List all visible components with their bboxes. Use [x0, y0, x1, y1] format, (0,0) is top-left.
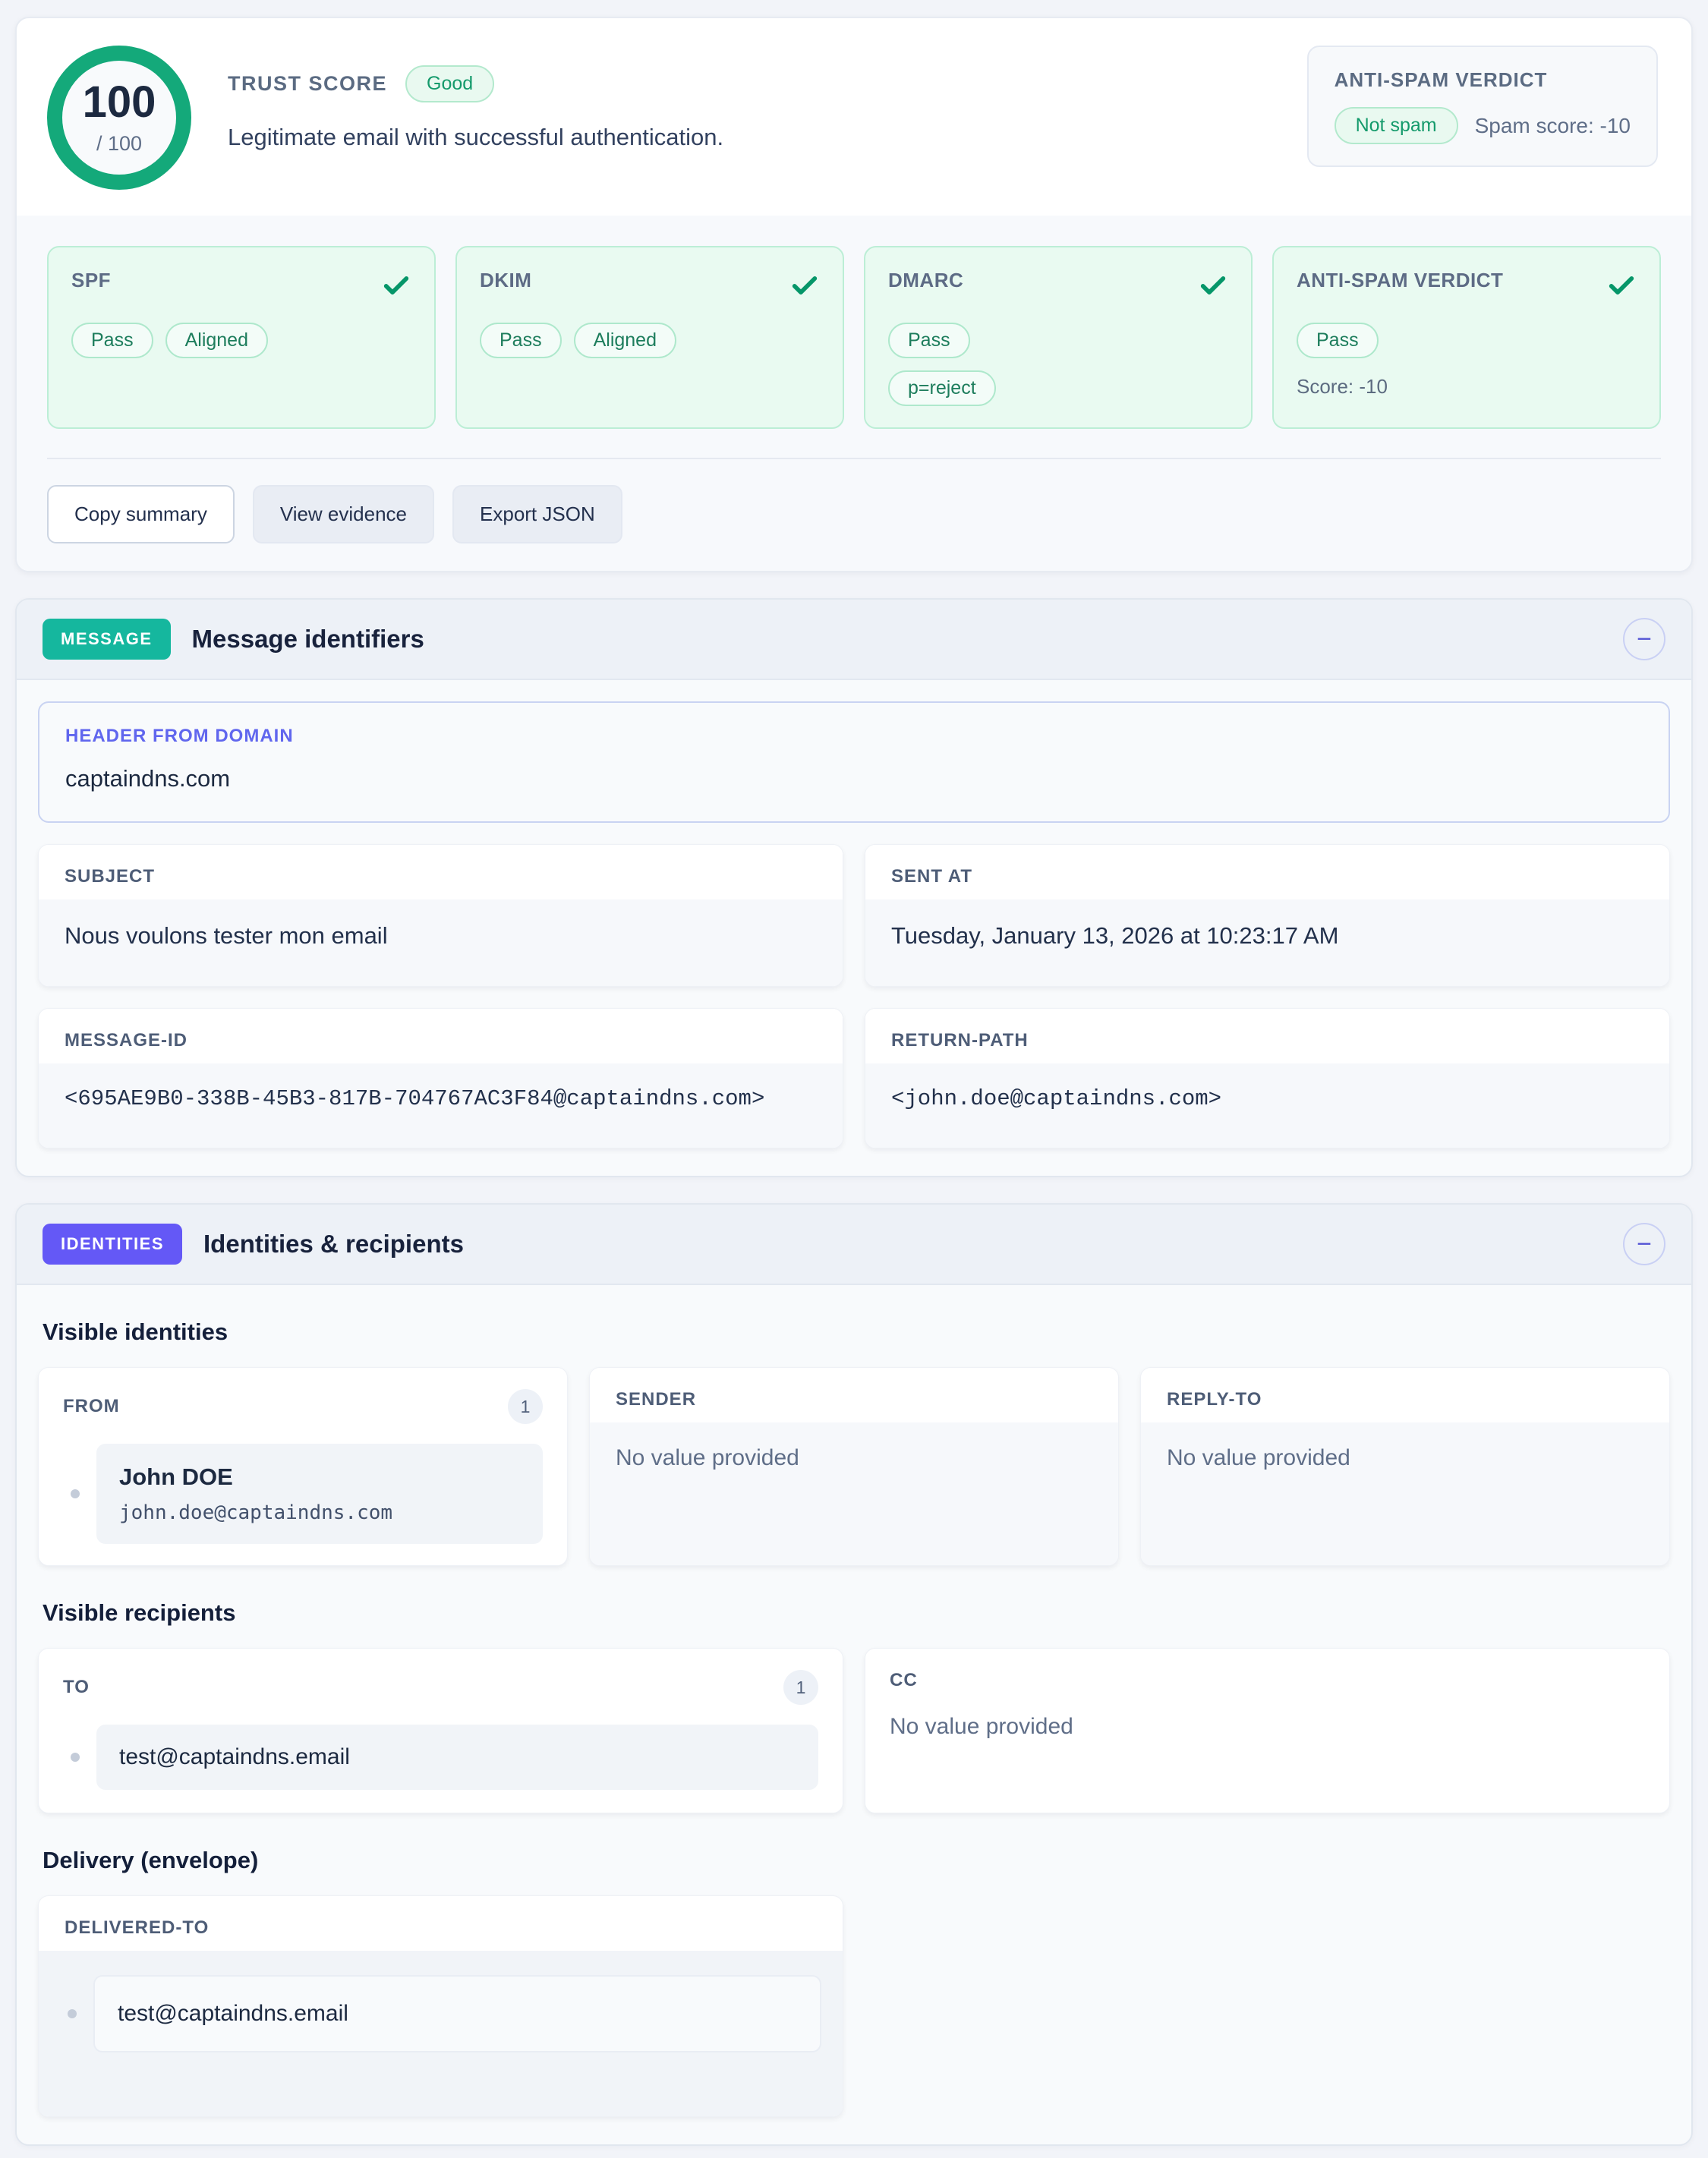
reply-to-card: REPLY-TO No value provided: [1140, 1367, 1670, 1566]
identities-section-badge: IDENTITIES: [43, 1224, 183, 1265]
summary-actions: Copy summary View evidence Export JSON: [47, 459, 1661, 543]
field-label: REPLY-TO: [1167, 1389, 1262, 1410]
recipient-list-item: test@captaindns.email: [63, 1725, 818, 1790]
antispam-panel-title: ANTI-SPAM VERDICT: [1334, 68, 1548, 91]
field-label: RETURN-PATH: [865, 1009, 1669, 1063]
trust-score-label: TRUST SCORE: [228, 72, 388, 95]
field-label: FROM: [63, 1396, 120, 1416]
sender-card: SENDER No value provided: [589, 1367, 1119, 1566]
field-label: CC: [890, 1670, 918, 1690]
section-title: Message identifiers: [191, 625, 424, 653]
status-pill: Aligned: [165, 323, 268, 358]
status-pill: Pass: [71, 323, 153, 358]
subject-card: SUBJECT Nous voulons tester mon email: [38, 844, 843, 987]
trust-subtitle: Legitimate email with successful authent…: [228, 124, 724, 150]
bullet-icon: [68, 2009, 77, 2018]
check-label: DMARC: [888, 269, 964, 291]
summary-checks-area: SPF Pass Aligned DKIM: [17, 216, 1691, 571]
recipient-email: test@captaindns.email: [119, 1744, 350, 1769]
check-icon: [1198, 269, 1228, 304]
trust-grade-badge: Good: [405, 65, 495, 102]
section-title: Identities & recipients: [203, 1230, 464, 1258]
to-card: TO 1 test@captaindns.email: [38, 1648, 843, 1813]
field-label: SENT AT: [865, 845, 1669, 899]
section-header: MESSAGE Message identifiers −: [17, 600, 1691, 680]
count-badge: 1: [508, 1389, 543, 1424]
cc-card: CC No value provided: [865, 1648, 1670, 1813]
check-card-dmarc: DMARC Pass p=reject: [864, 246, 1253, 429]
identities-recipients-section: IDENTITIES Identities & recipients − Vis…: [15, 1203, 1693, 2146]
bullet-icon: [71, 1489, 80, 1498]
field-label: SUBJECT: [39, 845, 843, 899]
message-id-card: MESSAGE-ID <695AE9B0-338B-45B3-817B-7047…: [38, 1008, 843, 1148]
view-evidence-button[interactable]: View evidence: [252, 485, 435, 543]
bullet-icon: [71, 1753, 80, 1762]
trust-score-ring: 100 / 100: [47, 46, 191, 190]
collapse-button[interactable]: −: [1623, 618, 1665, 660]
check-card-dkim: DKIM Pass Aligned: [455, 246, 844, 429]
check-label: SPF: [71, 269, 112, 291]
field-value: captaindns.com: [65, 765, 231, 792]
check-label: ANTI-SPAM VERDICT: [1297, 269, 1504, 291]
message-section-badge: MESSAGE: [43, 619, 171, 660]
status-pill: Aligned: [573, 323, 676, 358]
empty-value: No value provided: [890, 1714, 1073, 1739]
field-value: Nous voulons tester mon email: [39, 899, 843, 986]
trust-score-value: 100: [82, 77, 156, 127]
check-card-antispam: ANTI-SPAM VERDICT Pass Score: -10: [1272, 246, 1661, 429]
field-value: <john.doe@captaindns.com>: [865, 1063, 1669, 1148]
delivered-to-card: DELIVERED-TO test@captaindns.email: [38, 1895, 843, 2117]
field-label: MESSAGE-ID: [39, 1009, 843, 1063]
antispam-verdict-panel: ANTI-SPAM VERDICT Not spam Spam score: -…: [1306, 46, 1658, 167]
status-pill: Pass: [1297, 323, 1379, 358]
status-pill: Pass: [480, 323, 562, 358]
status-pill: p=reject: [888, 370, 996, 406]
section-header: IDENTITIES Identities & recipients −: [17, 1205, 1691, 1285]
identity-name: John DOE: [119, 1463, 233, 1490]
visible-recipients-heading: Visible recipients: [43, 1599, 236, 1626]
message-identifiers-section: MESSAGE Message identifiers − HEADER FRO…: [15, 598, 1693, 1177]
count-badge: 1: [783, 1670, 818, 1705]
field-label: SENDER: [616, 1389, 697, 1410]
return-path-card: RETURN-PATH <john.doe@captaindns.com>: [865, 1008, 1670, 1148]
visible-identities-heading: Visible identities: [43, 1318, 228, 1345]
copy-summary-button[interactable]: Copy summary: [47, 485, 235, 543]
field-label: HEADER FROM DOMAIN: [65, 726, 294, 746]
check-label: DKIM: [480, 269, 532, 291]
summary-header: 100 / 100 TRUST SCORE Good Legitimate em…: [17, 18, 1691, 190]
delivered-list-item: test@captaindns.email: [60, 1975, 821, 2052]
divider: [47, 458, 1661, 459]
field-label: DELIVERED-TO: [65, 1917, 210, 1938]
empty-value: No value provided: [1167, 1445, 1350, 1470]
from-card: FROM 1 John DOE john.doe@captaindns.com: [38, 1367, 568, 1566]
identity-list-item: John DOE john.doe@captaindns.com: [63, 1444, 543, 1544]
antispam-score-note: Score: -10: [1297, 375, 1388, 398]
export-json-button[interactable]: Export JSON: [452, 485, 622, 543]
field-label: TO: [63, 1677, 90, 1697]
trust-score-max: / 100: [96, 131, 143, 155]
check-icon: [381, 269, 411, 304]
sent-at-card: SENT AT Tuesday, January 13, 2026 at 10:…: [865, 844, 1670, 987]
header-from-domain-card: HEADER FROM DOMAIN captaindns.com: [38, 701, 1670, 823]
delivered-email: test@captaindns.email: [118, 2001, 348, 2026]
antispam-badge: Not spam: [1334, 107, 1458, 144]
empty-value: No value provided: [616, 1445, 799, 1470]
summary-card: 100 / 100 TRUST SCORE Good Legitimate em…: [15, 17, 1693, 572]
check-icon: [789, 269, 820, 304]
check-card-spf: SPF Pass Aligned: [47, 246, 436, 429]
antispam-score-text: Spam score: -10: [1474, 113, 1631, 137]
status-pill: Pass: [888, 323, 970, 358]
trust-block: TRUST SCORE Good Legitimate email with s…: [228, 46, 723, 151]
collapse-button[interactable]: −: [1623, 1223, 1665, 1265]
identity-email: john.doe@captaindns.com: [119, 1501, 393, 1524]
field-value: <695AE9B0-338B-45B3-817B-704767AC3F84@ca…: [39, 1063, 843, 1148]
check-icon: [1606, 269, 1637, 304]
field-value: Tuesday, January 13, 2026 at 10:23:17 AM: [865, 899, 1669, 986]
delivery-envelope-heading: Delivery (envelope): [43, 1847, 259, 1873]
